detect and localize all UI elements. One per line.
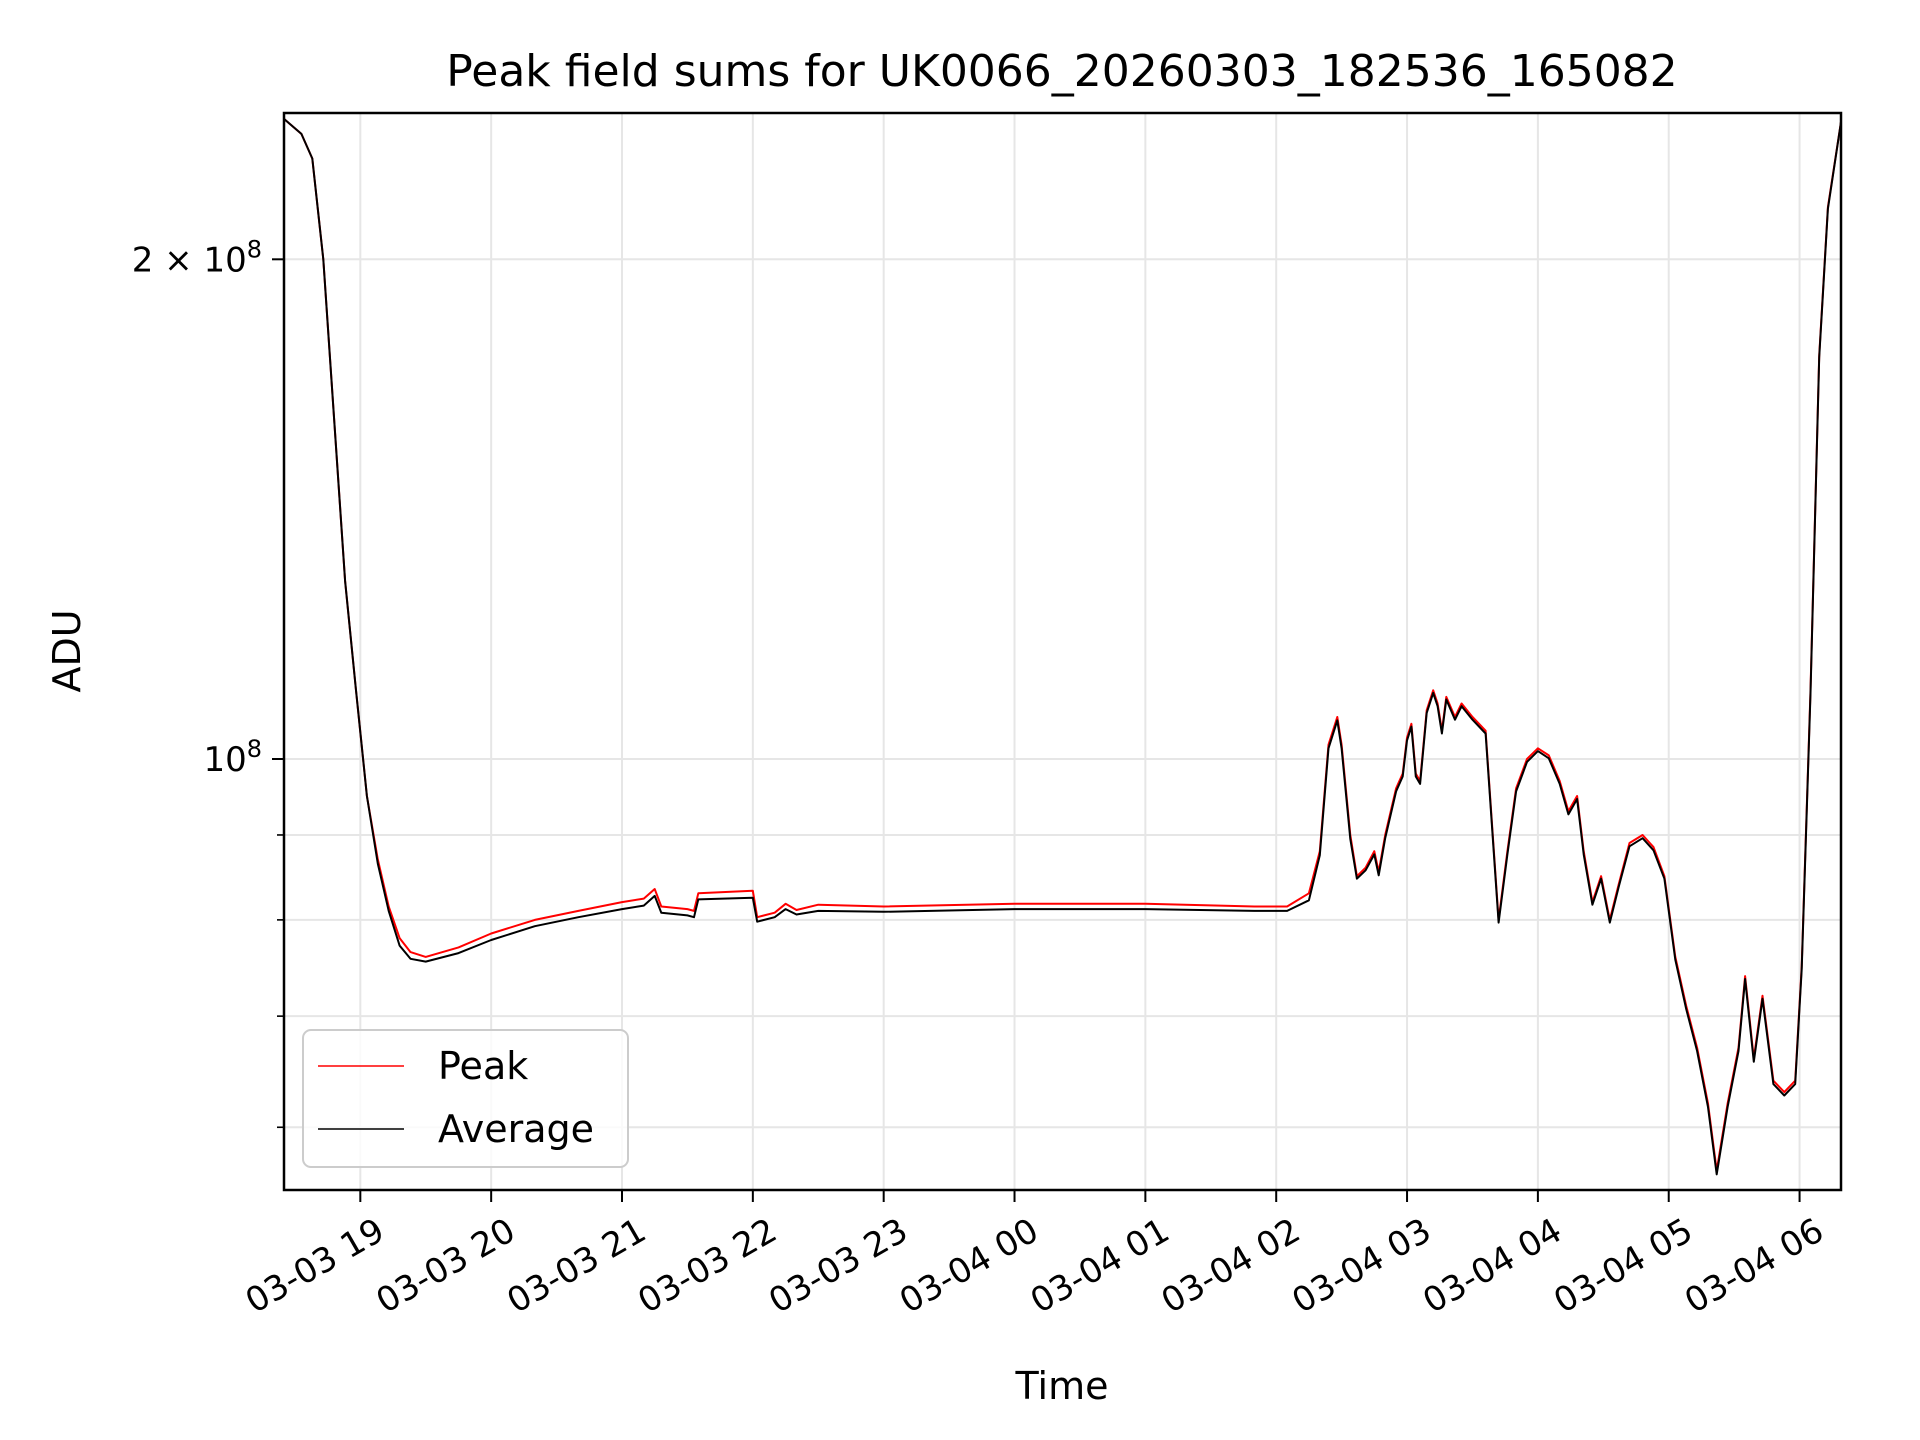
series-line-average xyxy=(283,118,1842,1176)
y-tick-label: 2 × 108 xyxy=(132,235,262,280)
x-axis-label: Time xyxy=(1015,1364,1109,1408)
chart-title: Peak field sums for UK0066_20260303_1825… xyxy=(446,46,1677,97)
y-tick-label: 108 xyxy=(203,735,262,780)
y-axis-label: ADU xyxy=(45,609,89,692)
series-lines xyxy=(283,118,1842,1176)
grid xyxy=(284,113,1841,1190)
legend-box xyxy=(302,1029,629,1168)
y-axis-ticks: 108 2 × 108 xyxy=(132,235,284,1129)
plot-frame xyxy=(282,111,1843,1192)
legend-label-peak: Peak xyxy=(438,1044,528,1088)
legend-label-average: Average xyxy=(438,1107,594,1151)
legend: Peak Average xyxy=(302,1029,629,1168)
